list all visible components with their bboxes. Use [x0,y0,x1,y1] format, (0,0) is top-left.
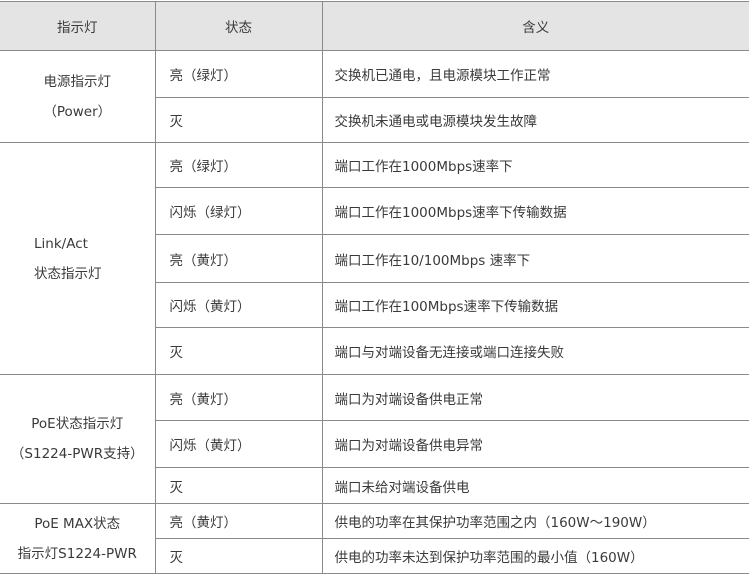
indicator-subname: 状态指示灯 [34,265,102,282]
table-row: 灭 交换机未通电或电源模块发生故障 [0,97,749,143]
header-meaning: 含义 [321,1,749,51]
table-row: 灭 端口与对端设备无连接或端口连接失败 [0,327,749,375]
meaning-cell: 交换机未通电或电源模块发生故障 [321,97,749,143]
indicator-name: PoE MAX状态 [34,515,121,532]
state-cell: 闪烁（绿灯） [155,187,323,235]
table-row: 闪烁（黄灯） 端口工作在100Mbps速率下传输数据 [0,282,749,328]
state-cell: 闪烁（黄灯） [155,420,323,468]
indicator-subname: （Power） [43,103,112,120]
header-state: 状态 [154,1,323,51]
table-row: 灭 端口未给对端设备供电 [0,467,749,504]
indicator-name: Link/Act [34,235,88,252]
meaning-cell: 端口未给对端设备供电 [321,467,749,504]
state-cell: 亮（绿灯） [154,142,323,188]
header-indicator: 指示灯 [0,1,156,51]
meaning-cell: 交换机已通电，且电源模块工作正常 [321,50,749,98]
meaning-cell: 供电的功率未达到保护功率范围的最小值（160W） [321,538,749,574]
indicator-link-act: Link/Act 状态指示灯 [0,142,156,375]
state-cell: 亮（黄灯） [155,234,323,283]
state-cell: 亮（黄灯） [154,374,323,421]
state-cell: 灭 [155,97,323,143]
meaning-cell: 端口工作在10/100Mbps 速率下 [321,234,749,283]
indicator-name: 电源指示灯 [43,73,112,90]
indicator-subname: 指示灯S1224-PWR [17,545,137,562]
meaning-cell: 端口工作在1000Mbps速率下 [321,142,749,188]
table-row: PoE MAX状态 指示灯S1224-PWR 亮（黄灯） 供电的功率在其保护功率范… [0,503,749,574]
state-cell: 灭 [155,327,323,375]
indicator-poe: PoE状态指示灯 （S1224-PWR支持） [0,374,156,504]
meaning-cell: 端口为对端设备供电正常 [321,374,749,421]
indicator-name: PoE状态指示灯 [31,416,124,432]
table-row: 灭 供电的功率未达到保护功率范围的最小值（160W） [0,538,749,574]
header-row: 指示灯 状态 含义 [0,1,749,51]
indicator-subname: （S1224-PWR支持） [10,446,144,462]
table-row: 闪烁（黄灯） 端口为对端设备供电异常 [0,420,749,468]
meaning-cell: 端口与对端设备无连接或端口连接失败 [321,327,749,375]
state-cell: 闪烁（黄灯） [155,282,323,328]
indicator-power: 电源指示灯 （Power） [0,50,156,143]
state-cell: 灭 [155,538,323,574]
meaning-cell: 端口工作在100Mbps速率下传输数据 [321,282,749,328]
state-cell: 亮（绿灯） [154,50,323,98]
table-row: 电源指示灯 （Power） 亮（绿灯） 交换机已通电，且电源模块工作正常 [0,50,749,143]
state-cell: 灭 [155,467,323,504]
meaning-cell: 端口工作在1000Mbps速率下传输数据 [321,187,749,235]
table-row: Link/Act 状态指示灯 亮（绿灯） 端口工作在1000Mbps速率下 [0,142,749,375]
table-row: PoE状态指示灯 （S1224-PWR支持） 亮（黄灯） 端口为对端设备供电正常 [0,374,749,504]
meaning-cell: 供电的功率在其保护功率范围之内（160W～190W） [321,503,749,539]
meaning-cell: 端口为对端设备供电异常 [321,420,749,468]
indicator-poe-max: PoE MAX状态 指示灯S1224-PWR [0,503,156,574]
state-cell: 亮（黄灯） [154,503,323,539]
